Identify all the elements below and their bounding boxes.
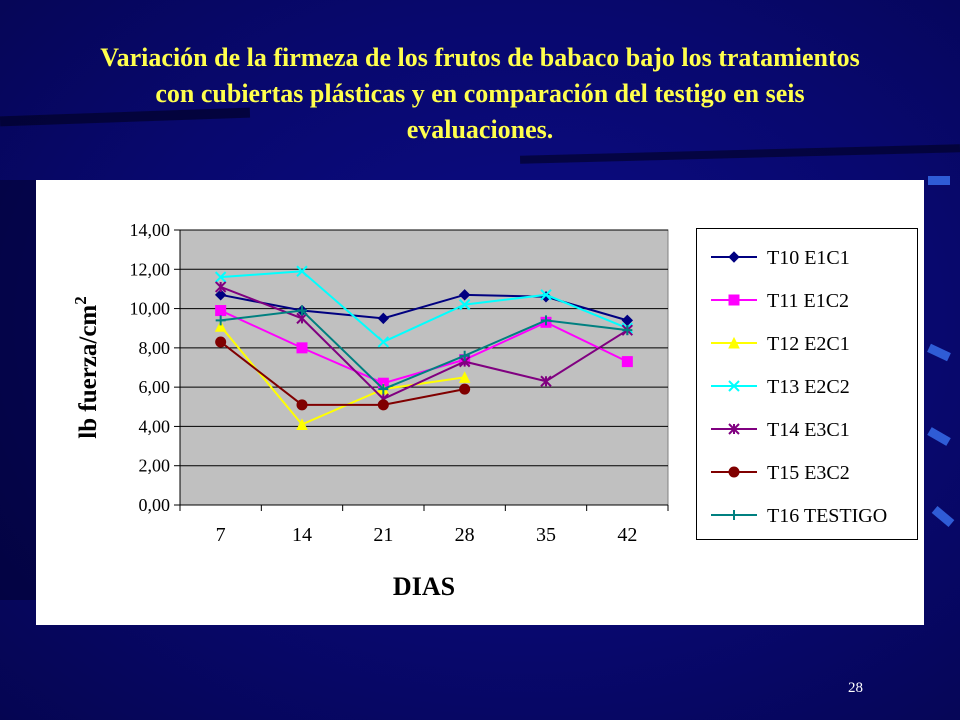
x-tick-label: 35 [536,524,556,546]
data-point [540,375,552,387]
data-point [459,383,471,395]
data-point [215,336,227,348]
data-point [378,384,389,395]
series-line [219,325,465,426]
legend-marker [728,423,740,435]
legend-entry: T13 E2C2 [711,376,850,398]
blue-dash-decoration [927,427,951,446]
legend-label: T13 E2C2 [767,376,850,398]
data-point [540,289,552,301]
data-point [541,315,551,326]
blue-dash-decoration [931,505,955,528]
series-7 [215,305,633,395]
data-point [377,312,390,325]
legend-label: T12 E2C1 [767,333,850,355]
title-line-1: Variación de la firmeza de los frutos de… [100,43,860,72]
series-4 [214,265,634,348]
legend-marker [728,466,740,478]
data-point [458,298,471,311]
data-point [215,305,227,317]
legend-entry: T11 E1C2 [711,290,849,312]
x-tick-label: 28 [455,524,475,546]
blue-dash-decoration [928,176,950,185]
x-axis-title: DIAS [393,572,455,601]
series-line [220,341,465,406]
legend-entry: T12 E2C1 [711,333,850,355]
legend-svg: T10 E1C1 T11 E1C2 T12 E2C1 T13 E2C2 T14 E3C1… [711,247,887,527]
data-point [296,265,308,277]
legend-label: T15 E3C2 [767,462,850,484]
data-point [297,305,307,316]
plot-area [179,229,669,506]
data-point [214,289,227,301]
legend-entry: T15 E3C2 [711,462,850,484]
y-axis-title-superscript: 2 [71,296,90,305]
data-point [458,289,471,301]
legend-entry: T10 E1C1 [711,247,850,269]
slide-title: Variación de la firmeza de los frutos de… [0,40,960,148]
legend-label: T16 TESTIGO [767,505,887,527]
y-tick-label: 8,00 [139,338,171,358]
y-tick-label: 12,00 [130,259,171,279]
y-axis-title-text: lb fuerza/cm [75,305,102,439]
title-line-3: evaluaciones. [406,115,554,144]
legend: T10 E1C1 T11 E1C2 T12 E2C1 T13 E2C2 T14 E3C1… [696,228,918,540]
y-axis-title: lb fuerza/cm2 [71,296,102,438]
data-point [214,281,227,293]
legend-marker [728,380,740,392]
data-point [214,271,227,283]
line-chart: 0,00 2,00 4,00 6,00 8,00 10,00 12,00 14,00 7 14 21… [71,220,669,601]
y-tick-label: 4,00 [139,416,171,436]
data-point [621,356,633,368]
data-point [296,342,308,354]
data-point [377,336,390,348]
data-point [622,325,633,336]
legend-entry: T14 E3C1 [711,419,850,441]
x-tick-label: 14 [292,524,312,546]
y-tick-label: 2,00 [139,456,171,476]
legend-marker [728,251,740,263]
series-6 [215,336,471,411]
y-tick-label: 6,00 [139,377,171,397]
page-number: 28 [848,680,863,696]
y-tick-label: 10,00 [130,299,171,319]
data-point [377,399,389,411]
data-point [215,315,226,326]
x-tick-label: 21 [373,524,393,546]
legend-label: T10 E1C1 [767,247,850,269]
x-tick-label: 7 [216,524,226,546]
data-point [214,320,227,332]
data-point [296,399,308,411]
chart-area: 0,00 2,00 4,00 6,00 8,00 10,00 12,00 14,00 7 14 21… [36,180,924,625]
legend-label: T14 E3C1 [767,419,850,441]
data-point [458,371,471,383]
legend-entry: T16 TESTIGO [711,505,887,527]
title-line-2: con cubiertas plásticas y en comparación… [155,79,805,108]
y-tick-label: 14,00 [130,220,171,240]
y-tick-label: 0,00 [139,495,171,515]
legend-marker [729,510,739,520]
series-line [220,270,628,344]
legend-label: T11 E1C2 [767,290,849,312]
legend-marker [728,336,740,349]
series-line [220,309,628,391]
data-point [296,418,308,430]
legend-marker [728,294,740,306]
background-streak [0,180,40,600]
blue-dash-decoration [927,343,951,362]
data-point [459,350,470,361]
x-tick-label: 42 [617,524,637,546]
